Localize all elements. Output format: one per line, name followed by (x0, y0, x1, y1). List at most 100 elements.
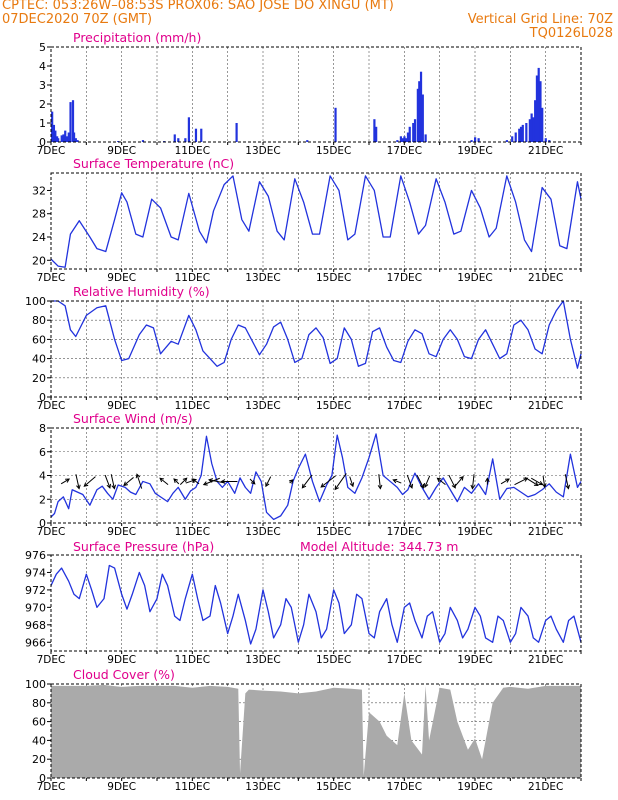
x-tick-label: 21DEC (528, 526, 563, 538)
precip-bar (62, 134, 65, 142)
x-tick-label: 13DEC (245, 272, 280, 284)
wind-arrow-head (377, 484, 383, 490)
x-tick-label: 21DEC (528, 781, 563, 793)
precip-bar (470, 140, 473, 142)
x-tick-label: 7DEC (37, 145, 66, 157)
x-tick-label: 15DEC (316, 145, 351, 157)
wind-arrow (249, 478, 256, 485)
wind-arrow-head (250, 479, 256, 485)
wind-arrow-head (505, 478, 510, 483)
wind-arrow-head (533, 481, 539, 486)
precip-bar (541, 107, 544, 142)
x-tick-label: 13DEC (245, 526, 280, 538)
y-tick-label: 20 (32, 372, 46, 385)
wind-arrow (123, 477, 134, 486)
cloud-cover-area (51, 684, 581, 778)
plot-frame (50, 172, 582, 270)
precip-bar (373, 119, 376, 142)
series-line (51, 300, 582, 369)
precip-bar (534, 100, 537, 142)
model-altitude-label: Model Altitude: 344.73 m (300, 539, 458, 554)
wind-arrow (530, 477, 543, 486)
precip-bar (405, 138, 408, 142)
precip-bar (474, 137, 477, 142)
wind-arrow-head (541, 483, 547, 489)
precip-bar (194, 128, 198, 142)
precip-bar (544, 138, 547, 142)
wind-arrow (437, 477, 446, 486)
wind-arrow (564, 474, 569, 489)
precip-bar (416, 88, 419, 142)
precip-bar (57, 138, 60, 142)
precip-bar (187, 117, 190, 142)
x-tick-label: 9DEC (107, 145, 136, 157)
x-tick-label: 13DEC (245, 654, 280, 666)
wind-arrow (320, 475, 336, 488)
wind-arrow-head (111, 484, 117, 490)
x-tick-label: 11DEC (175, 272, 210, 284)
precip-bar (173, 134, 176, 142)
wind-arrow-head (485, 477, 490, 482)
wind-arrow (514, 477, 528, 486)
wind-arrow (83, 476, 96, 487)
wind-arrow (393, 479, 402, 484)
wind-arrow (179, 477, 188, 485)
wind-arrow (349, 476, 354, 487)
x-tick-label: 19DEC (457, 781, 492, 793)
wind-arrow-head (392, 478, 398, 484)
wind-arrow-head (202, 481, 208, 486)
precip-bar (375, 126, 378, 142)
wind-arrow-head (76, 484, 81, 490)
panel-title: Surface Wind (m/s) (73, 411, 193, 426)
precip-bar (67, 132, 70, 142)
precip-bar (72, 132, 76, 142)
precip-bar (519, 126, 523, 142)
x-tick-label: 17DEC (387, 781, 422, 793)
precip-bar (539, 81, 542, 142)
precip-bar (54, 130, 57, 142)
x-tick-label: 11DEC (175, 526, 210, 538)
y-tick-label: 80 (32, 314, 46, 327)
x-tick-label: 17DEC (387, 526, 422, 538)
x-tick-label: 21DEC (528, 272, 563, 284)
wind-arrow (448, 474, 456, 489)
y-tick-label: 40 (32, 734, 46, 747)
wind-arrow-head (459, 475, 464, 481)
x-tick-label: 13DEC (245, 400, 280, 412)
precip-bar (403, 136, 406, 142)
precip-bar (401, 138, 404, 142)
wind-arrow (406, 474, 413, 489)
precip-bar (418, 81, 421, 142)
precip-bar (51, 111, 54, 142)
plot-frame (50, 46, 582, 143)
x-tick-label: 21DEC (528, 654, 563, 666)
y-tick-label: 4 (39, 60, 46, 73)
header-grid-line: Vertical Grid Line: 70Z (467, 12, 613, 27)
precip-bar (521, 124, 524, 142)
y-tick-label: 976 (25, 549, 46, 562)
wind-arrow-head (349, 482, 355, 488)
y-tick-label: 1 (39, 117, 46, 130)
y-tick-label: 8 (39, 422, 46, 435)
wind-arrow-head (408, 483, 414, 489)
y-tick-label: 40 (32, 353, 46, 366)
wind-arrow (471, 474, 475, 489)
precip-bar (52, 124, 56, 142)
precip-bar (235, 123, 238, 142)
x-tick-label: 19DEC (457, 526, 492, 538)
x-tick-label: 15DEC (316, 781, 351, 793)
precip-bar (525, 123, 528, 142)
precip-bar (530, 113, 533, 142)
wind-arrow-head (208, 478, 214, 483)
x-tick-label: 21DEC (528, 145, 563, 157)
header-model-id: TQ0126L028 (529, 26, 613, 41)
wind-arrow-head (159, 477, 165, 483)
precip-bar (76, 140, 79, 142)
precip-bar (413, 119, 417, 142)
precip-bar (60, 135, 63, 142)
y-tick-label: 20 (32, 254, 46, 267)
y-tick-label: 60 (32, 716, 46, 729)
y-tick-label: 972 (25, 584, 46, 597)
wind-arrow-head (182, 477, 188, 483)
y-tick-label: 28 (32, 208, 46, 221)
